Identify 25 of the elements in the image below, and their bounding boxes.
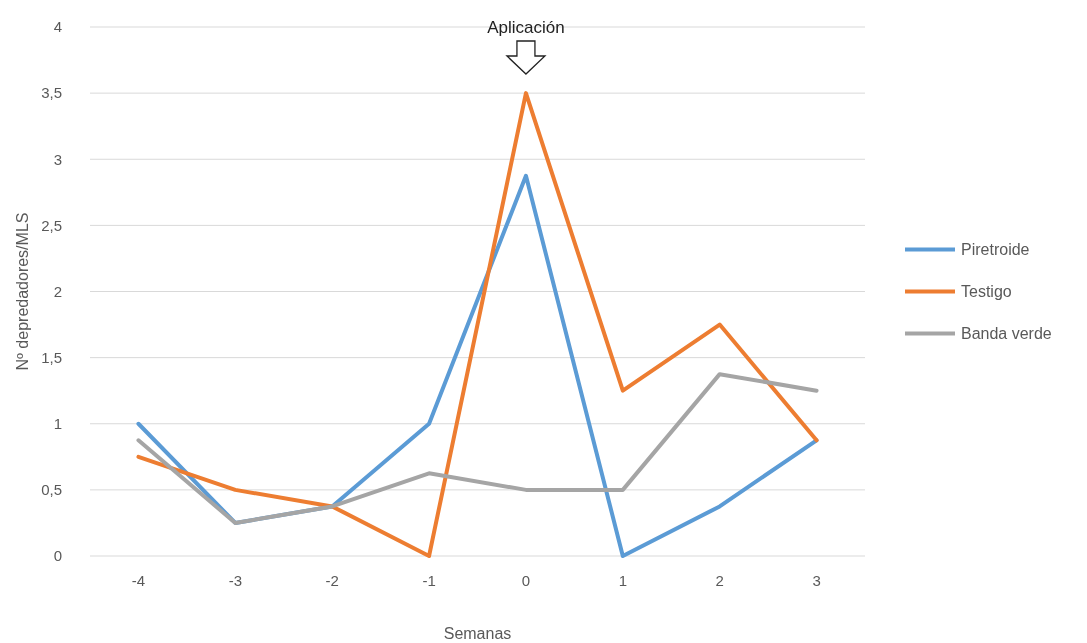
x-tick-label: -1 (422, 572, 436, 589)
y-axis-title: Nº depredadores/MLS (14, 212, 31, 371)
y-tick-label: 1,5 (41, 348, 62, 366)
annotation: Aplicación (487, 18, 565, 37)
x-tick-label: 3 (812, 572, 821, 589)
y-tick-label: 2 (53, 282, 62, 300)
line-series (136, 372, 819, 525)
y-tick-label: 4 (53, 18, 62, 36)
x-tick-label: -4 (131, 572, 146, 589)
legend-label: Testigo (961, 283, 1012, 301)
y-tick-label: 1 (53, 415, 62, 432)
y-tick-label: 3,5 (41, 84, 62, 102)
x-tick-label: 0 (521, 572, 531, 589)
x-tick-label: -2 (325, 572, 339, 589)
y-tick-label: 0 (53, 547, 62, 565)
x-tick-label: -3 (228, 572, 242, 589)
legend-label: Banda verde (961, 325, 1052, 343)
legend-label: Piretroide (961, 241, 1030, 259)
y-tick-label: 0,5 (41, 481, 62, 499)
x-tick-label: 2 (715, 572, 724, 589)
x-axis-title: Semanas (443, 625, 512, 642)
y-tick-label: 2,5 (41, 216, 62, 234)
line-series (136, 91, 819, 558)
x-tick-label: 1 (618, 572, 627, 589)
y-tick-label: 3 (53, 150, 62, 168)
